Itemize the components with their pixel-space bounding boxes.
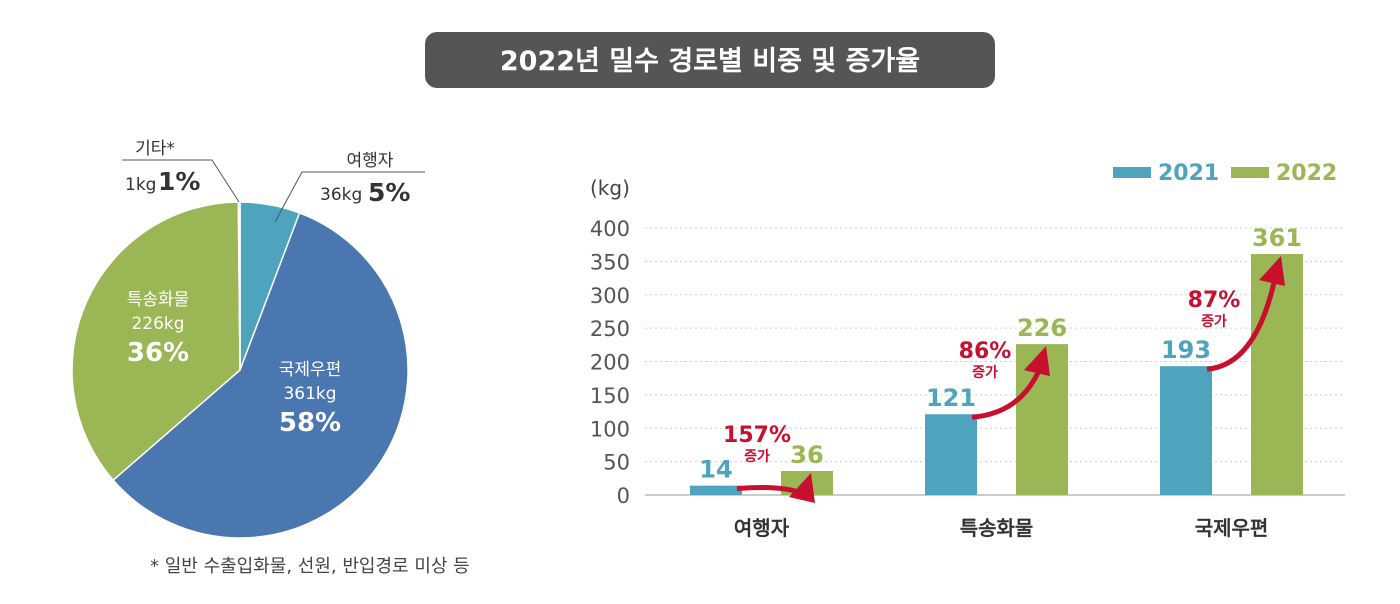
leader-line	[122, 159, 240, 203]
pie-chart: 국제우편 361kg 58% 특송화물 226kg 36% 기타* 1kg 1% 여행자 36kg 5…	[71, 139, 425, 539]
slice-pct: 36%	[127, 338, 189, 368]
arrow-head	[789, 472, 815, 503]
y-tick-label: 300	[590, 284, 630, 308]
y-axis-unit: (kg)	[590, 176, 630, 200]
slice-pct: 1%	[158, 167, 200, 196]
bar-2021-1	[925, 414, 977, 495]
footnote: * 일반 수출입화물, 선원, 반입경로 미상 등	[150, 556, 470, 577]
slice-name: 여행자	[347, 151, 394, 171]
slice-kg: 361kg	[283, 384, 336, 404]
bar-chart: (kg) 0 50 100 150 200 250 300 350 400 2021 2022 여행자 1…	[590, 161, 1345, 540]
slice-kg: 226kg	[131, 314, 184, 334]
y-tick-label: 100	[590, 417, 630, 441]
category-label: 특송화물	[960, 516, 1034, 540]
y-tick-label: 350	[590, 250, 630, 274]
bar-2021-2	[1160, 366, 1212, 495]
chart-title: 2022년 밀수 경로별 비중 및 증가율	[500, 46, 920, 77]
pie-slice-3	[237, 201, 241, 371]
y-tick-label: 50	[603, 451, 630, 475]
bar-2021-0	[690, 485, 742, 495]
y-tick-label: 200	[590, 351, 630, 375]
increase-text: 증가	[972, 365, 998, 381]
bar-value-label: 193	[1161, 336, 1211, 364]
slice-name: 특송화물	[127, 290, 190, 310]
arrow-head	[1259, 256, 1285, 287]
legend-swatch	[1113, 167, 1151, 178]
pie-slice-2	[71, 201, 241, 482]
title-box: 2022년 밀수 경로별 비중 및 증가율	[425, 32, 995, 88]
slice-name: 국제우편	[279, 360, 342, 380]
increase-pct: 86%	[959, 339, 1012, 364]
bar-value-label: 226	[1017, 314, 1067, 342]
y-tick-label: 150	[590, 384, 630, 408]
increase-arrow	[971, 367, 1043, 420]
slice-name: 기타*	[135, 139, 175, 159]
increase-pct: 157%	[723, 423, 791, 448]
slice-pct: 5%	[368, 178, 410, 207]
bar-value-label: 14	[699, 456, 732, 484]
category-label: 여행자	[734, 516, 790, 540]
y-tick-label: 400	[590, 217, 630, 241]
legend-label: 2022	[1276, 161, 1337, 186]
increase-arrow	[1206, 277, 1278, 372]
pie-slice-1	[112, 211, 409, 539]
bar-value-label: 121	[926, 384, 976, 412]
arrow-head	[1024, 346, 1050, 377]
legend-label: 2021	[1158, 161, 1219, 186]
bar-value-label: 36	[790, 441, 823, 469]
legend-swatch	[1231, 167, 1269, 178]
slice-kg: 36kg	[320, 185, 362, 205]
y-tick-label: 0	[617, 484, 630, 508]
increase-text: 증가	[744, 449, 770, 465]
slice-pct: 58%	[279, 408, 341, 438]
y-tick-label: 250	[590, 317, 630, 341]
leader-line	[274, 171, 425, 223]
bar-2022-2	[1251, 254, 1303, 495]
increase-text: 증가	[1201, 314, 1227, 330]
increase-pct: 87%	[1188, 288, 1241, 313]
bar-value-label: 361	[1252, 224, 1302, 252]
category-label: 국제우편	[1195, 516, 1269, 540]
slice-kg: 1kg	[125, 175, 156, 195]
